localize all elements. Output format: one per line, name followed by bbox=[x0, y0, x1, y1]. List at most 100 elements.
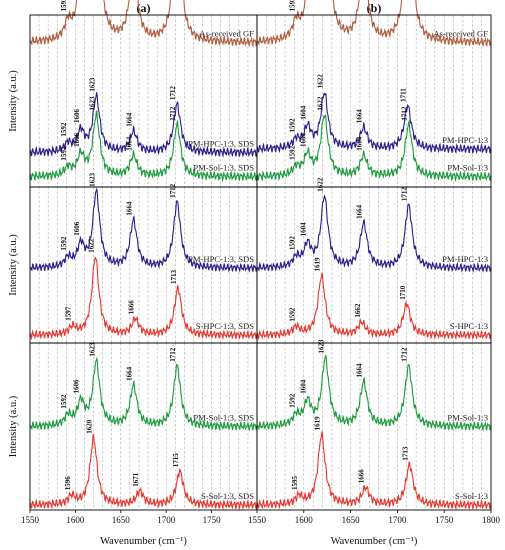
peak-label: 1623 bbox=[88, 342, 96, 357]
peak-label: 1619 bbox=[314, 257, 322, 272]
peak-label: 1712 bbox=[401, 106, 409, 121]
x-tick-label: 1550 bbox=[248, 515, 267, 525]
peak-label: 1592 bbox=[60, 122, 68, 136]
axes: 1550 1600 1650 1700 1750 Wavenumber (cm⁻¹) 155… bbox=[8, 70, 501, 547]
peak-label: 1622 bbox=[87, 238, 95, 253]
peak-label: 1666 bbox=[358, 469, 366, 484]
peak-label: 1623 bbox=[88, 77, 96, 92]
x-tick-label: 1700 bbox=[388, 515, 407, 525]
peak-label: 1666 bbox=[127, 300, 135, 315]
peak-label: 1664 bbox=[356, 109, 364, 124]
peak-label: 1664 bbox=[126, 201, 134, 216]
peak-label: 1664 bbox=[125, 136, 133, 151]
peak-label: 1592 bbox=[288, 145, 296, 160]
spectrum-line bbox=[256, 0, 492, 48]
peak-label: 1592 bbox=[288, 236, 296, 251]
peak-label: 1622 bbox=[316, 177, 324, 192]
peak-label: 1664 bbox=[356, 136, 364, 151]
peak-label: 1604 bbox=[300, 105, 308, 120]
spectrum-line bbox=[256, 272, 492, 341]
peak-label: 1619 bbox=[314, 416, 322, 431]
x-tick-label: 1600 bbox=[295, 515, 314, 525]
x-tick-label: 1550 bbox=[21, 515, 40, 525]
peak-label: 1604 bbox=[299, 379, 307, 394]
series-label: S-HPC-1:3, SDS bbox=[196, 321, 254, 331]
peak-label: 1712 bbox=[169, 86, 177, 101]
peak-label: 1713 bbox=[170, 269, 178, 284]
spectrum-line bbox=[256, 194, 492, 273]
x-tick-label: 1650 bbox=[342, 515, 361, 525]
column-labels: (a) (b) bbox=[137, 1, 382, 15]
peak-label: 1606 bbox=[73, 132, 81, 147]
peak-label: 1712 bbox=[401, 187, 409, 202]
peak-label: 1712 bbox=[169, 347, 177, 362]
y-axis-title: Intensity (a.u.) bbox=[8, 70, 19, 132]
peak-label: 1597 bbox=[65, 306, 73, 321]
x-tick-label: 1800 bbox=[482, 515, 501, 525]
spectrum-line bbox=[29, 434, 258, 511]
peak-label: 1622 bbox=[316, 96, 324, 111]
series-label: As-received GF bbox=[433, 29, 488, 39]
spectrum-line bbox=[29, 187, 258, 273]
series-label: S-Sol-1:3 bbox=[455, 491, 488, 501]
peak-label: 1592 bbox=[288, 0, 296, 11]
peak-label: 1710 bbox=[399, 285, 407, 300]
peak-label: 1606 bbox=[73, 221, 81, 236]
spectrum-line bbox=[256, 114, 492, 183]
spectrum-line bbox=[256, 92, 492, 155]
peak-label: 1664 bbox=[356, 204, 364, 219]
series-label: PM-HPC-1:3, SDS bbox=[188, 139, 254, 149]
peak-label: 1596 bbox=[64, 476, 72, 491]
panel-frame bbox=[256, 342, 492, 511]
series-label: PM-HPC-1:3, SDS bbox=[188, 254, 254, 264]
y-axis-title: Intensity (a.u.) bbox=[8, 234, 19, 296]
peak-label: 1592 bbox=[60, 394, 68, 409]
peak-label: 1623 bbox=[317, 339, 325, 354]
peak-label: 1713 bbox=[402, 446, 410, 461]
annotations: 15921606162316641712As-received GF159216… bbox=[60, 0, 488, 501]
spectrum-line bbox=[29, 92, 258, 158]
peak-label: 1662 bbox=[354, 303, 362, 318]
series-label: PM-HPC-1:3 bbox=[442, 135, 488, 145]
peak-label: 1623 bbox=[88, 172, 96, 187]
peak-label: 1712 bbox=[169, 183, 177, 198]
spectra-curves bbox=[29, 0, 492, 511]
x-tick-label: 1750 bbox=[435, 515, 454, 525]
peak-label: 1620 bbox=[86, 419, 94, 434]
peak-label: 1664 bbox=[356, 363, 364, 378]
peak-label: 1664 bbox=[125, 366, 133, 381]
peak-label: 1715 bbox=[172, 453, 180, 468]
series-label: PM-Sol-1:3, SDS bbox=[193, 163, 254, 173]
peak-label: 1623 bbox=[88, 96, 96, 111]
vertical-grid bbox=[38, 15, 482, 510]
peak-label: 1592 bbox=[60, 146, 68, 161]
peak-label: 1592 bbox=[288, 118, 296, 133]
peak-label: 1711 bbox=[400, 88, 408, 102]
peak-label: 1622 bbox=[316, 74, 324, 89]
peak-label: 1592 bbox=[288, 393, 296, 408]
series-label: PM-HPC-1:3 bbox=[442, 254, 488, 264]
peak-label: 1606 bbox=[73, 109, 81, 124]
peak-label: 1671 bbox=[132, 472, 140, 487]
spectrum-line bbox=[29, 256, 258, 341]
series-label: S-Sol-1:3, SDS bbox=[201, 491, 254, 501]
peak-label: 1712 bbox=[169, 106, 177, 121]
peak-label: 1664 bbox=[125, 112, 133, 127]
series-label: S-HPC-1:3 bbox=[450, 321, 488, 331]
panel-frames bbox=[29, 14, 492, 511]
series-label: PM-Sol-1:3, SDS bbox=[193, 413, 254, 423]
peak-label: 1595 bbox=[291, 475, 299, 490]
spectrum-line bbox=[256, 431, 492, 511]
peak-label: 1712 bbox=[401, 347, 409, 362]
peak-label: 1606 bbox=[73, 379, 81, 394]
series-label: PM-Sol-1:3 bbox=[447, 163, 488, 173]
x-tick-label: 1750 bbox=[203, 515, 222, 525]
x-axis-title: Wavenumber (cm⁻¹) bbox=[100, 536, 187, 547]
peak-label: 1592 bbox=[60, 0, 68, 11]
y-axis-title: Intensity (a.u.) bbox=[8, 395, 19, 457]
peak-label: 1604 bbox=[300, 132, 308, 147]
series-label: As-received GF bbox=[199, 29, 254, 39]
spectrum-line bbox=[29, 356, 258, 432]
peak-label: 1604 bbox=[300, 222, 308, 237]
